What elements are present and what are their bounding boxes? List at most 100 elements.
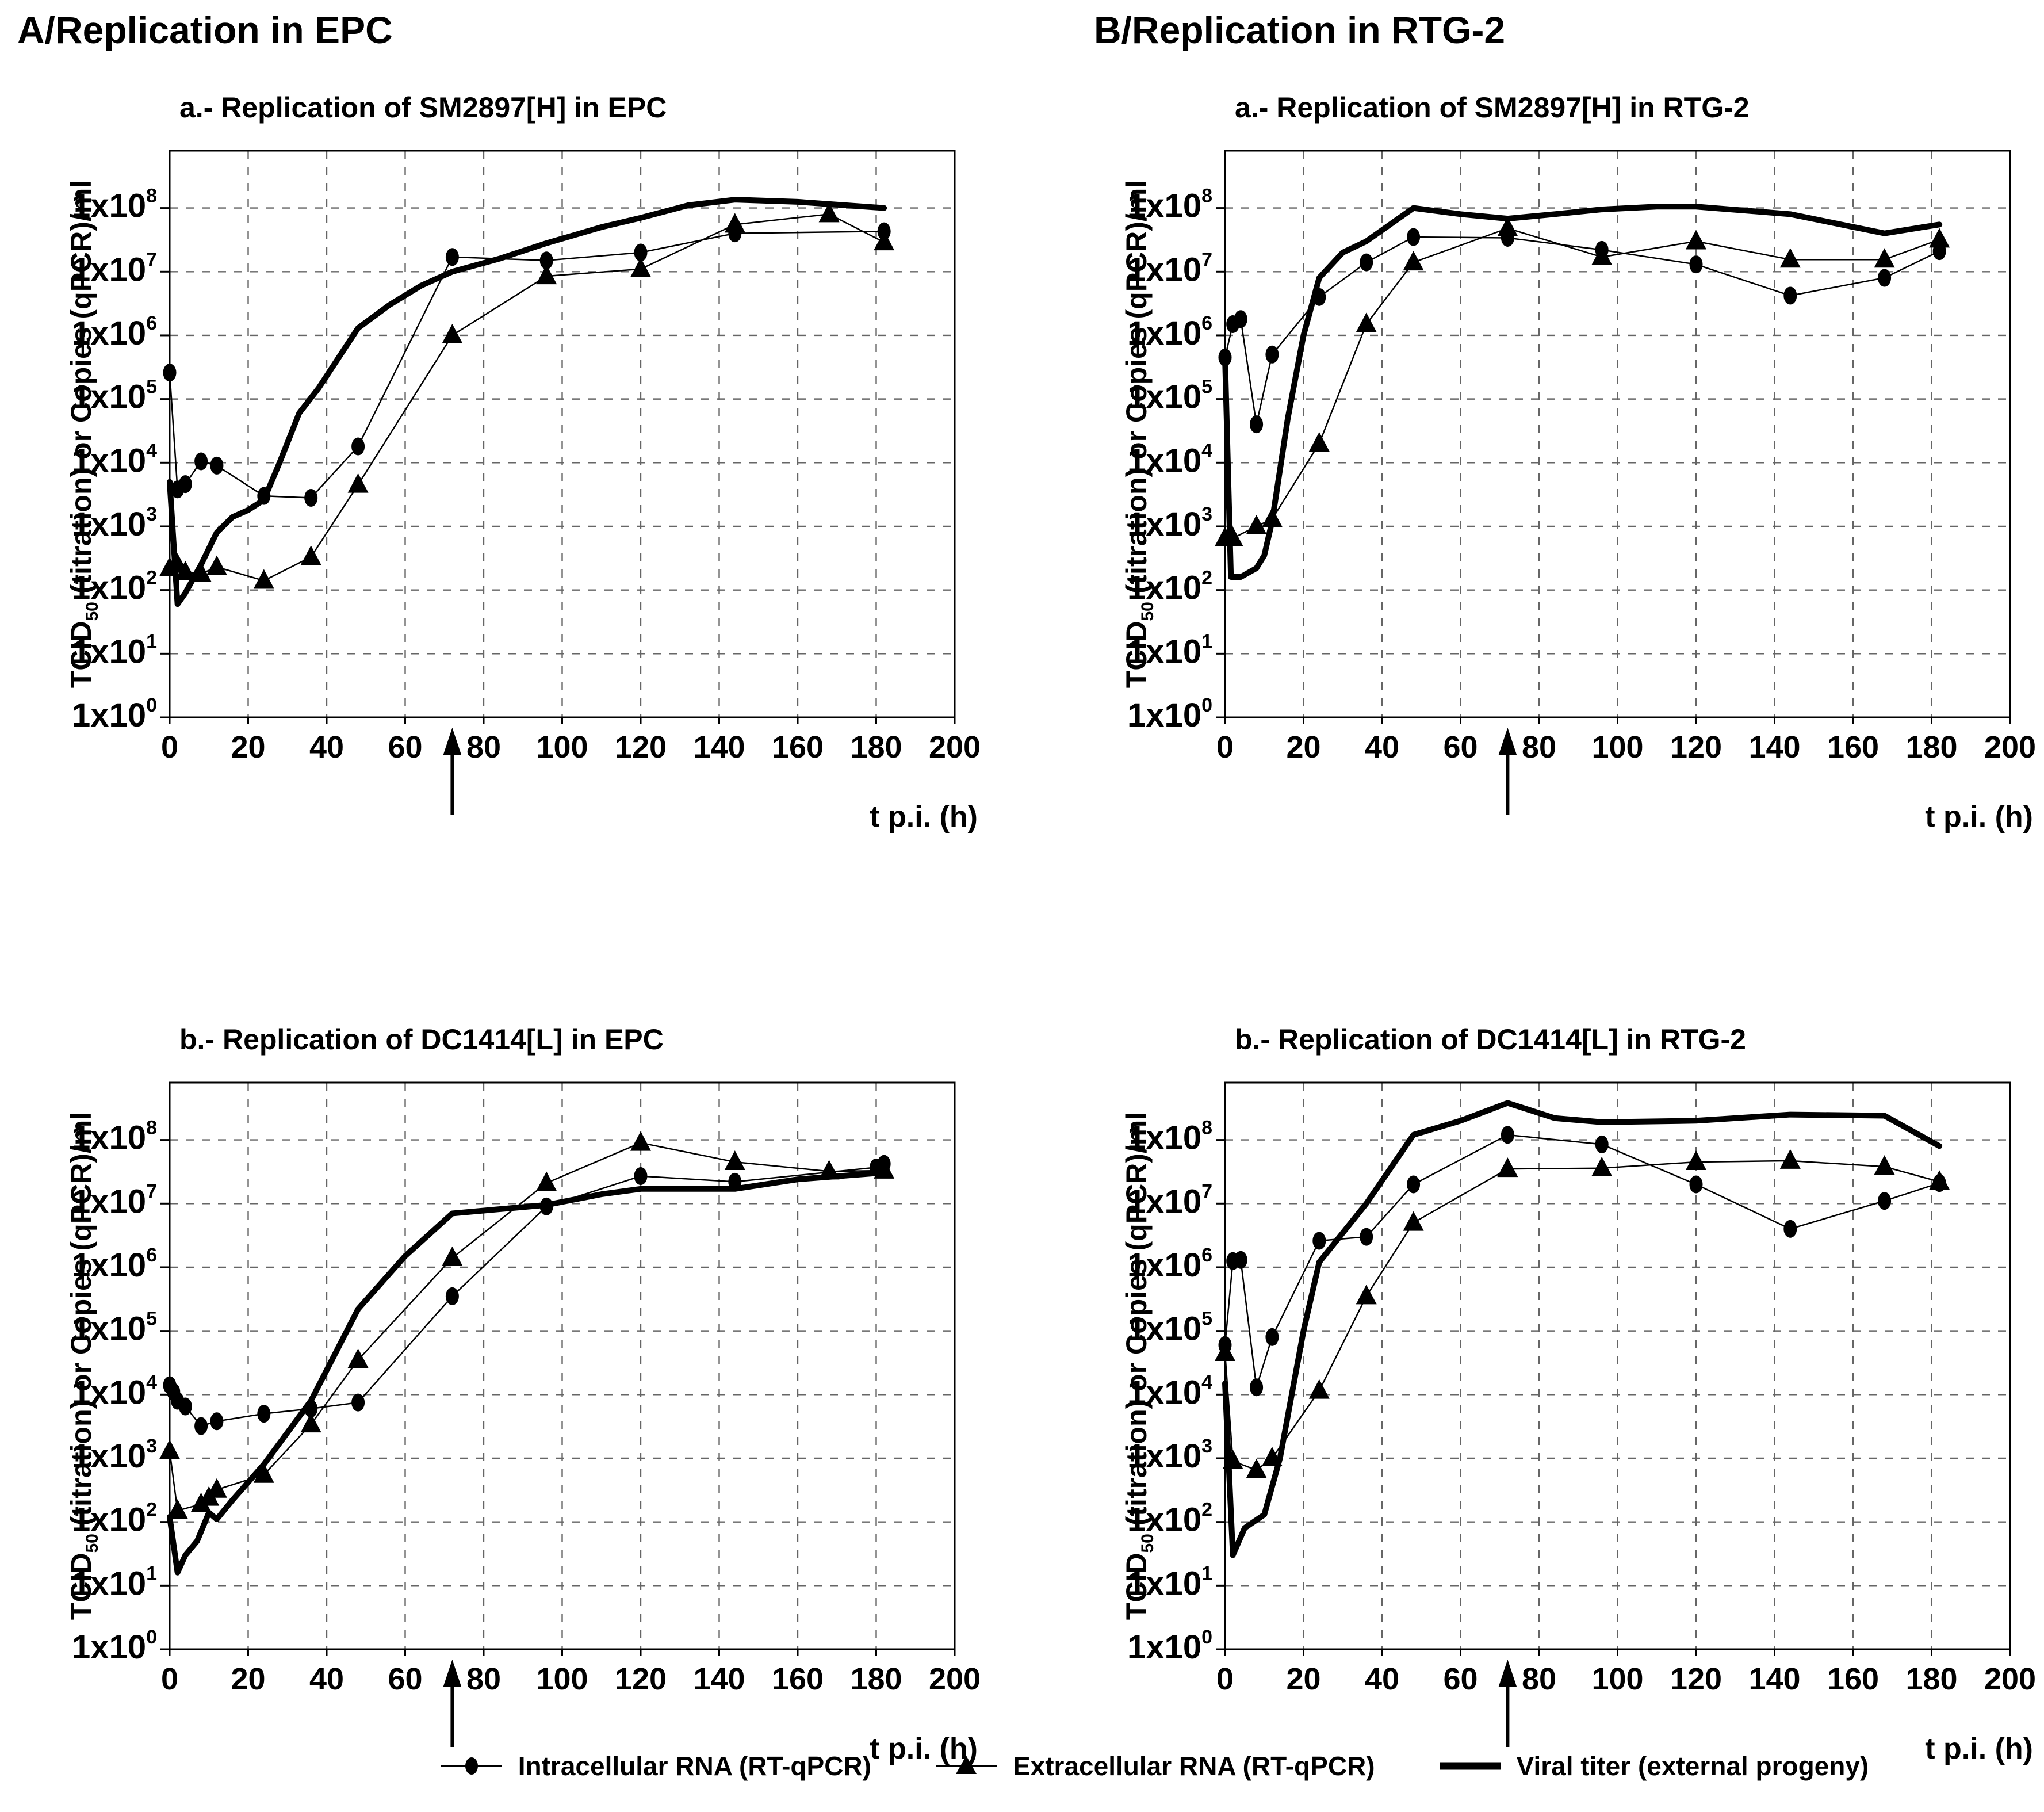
svg-text:120: 120 (1670, 1662, 1722, 1696)
svg-text:1x108: 1x108 (72, 1117, 157, 1157)
y-axis-title: TCID50 (titration) or Copies (qPCR)/ml (1120, 1112, 1157, 1620)
svg-text:200: 200 (1984, 730, 2036, 764)
svg-text:1x105: 1x105 (72, 376, 157, 416)
chart-canvas-sm2897-epc: 1x100 1x101 1x102 1x103 1x104 1x105 1x106 1x107… (65, 150, 981, 834)
svg-text:1x108: 1x108 (72, 185, 157, 225)
legend-label-intracellular: Intracellular RNA (RT-qPCR) (518, 1751, 871, 1781)
chart-title-sm2897-epc: a.- Replication of SM2897[H] in EPC (179, 91, 667, 124)
circle-marker-icon (441, 1757, 502, 1775)
series-extracellular-rna-rt-qpcr (1215, 1149, 1950, 1478)
svg-text:1x103: 1x103 (72, 503, 157, 543)
svg-text:1x105: 1x105 (72, 1308, 157, 1348)
svg-text:0: 0 (161, 730, 178, 764)
svg-text:TCID50 (titration) or Copies (: TCID50 (titration) or Copies (qPCR)/ml (65, 1112, 102, 1620)
svg-text:0: 0 (1216, 1662, 1234, 1696)
svg-text:t p.i. (h): t p.i. (h) (1925, 1732, 2033, 1765)
svg-text:1x108: 1x108 (1127, 1117, 1212, 1157)
svg-text:1x101: 1x101 (72, 630, 157, 670)
legend-label-extracellular: Extracellular RNA (RT-qPCR) (1012, 1751, 1375, 1781)
svg-text:1x102: 1x102 (72, 567, 157, 607)
svg-text:40: 40 (309, 730, 344, 764)
svg-text:120: 120 (1670, 730, 1722, 764)
svg-text:1x106: 1x106 (72, 1244, 157, 1284)
y-axis-title: TCID50 (titration) or Copies (qPCR)/ml (1120, 180, 1157, 688)
svg-text:180: 180 (850, 1662, 902, 1696)
series-viral-titer-external-progeny (167, 1170, 879, 1576)
series-extracellular-rna-rt-qpcr (1215, 216, 1950, 546)
svg-text:1x107: 1x107 (72, 1180, 157, 1220)
svg-text:140: 140 (693, 1662, 745, 1696)
svg-text:TCID50 (titration) or Copies (: TCID50 (titration) or Copies (qPCR)/ml (1120, 1112, 1157, 1620)
svg-text:200: 200 (929, 1662, 981, 1696)
svg-text:120: 120 (615, 1662, 667, 1696)
svg-text:80: 80 (466, 1662, 501, 1696)
grid (170, 1083, 955, 1649)
x-axis: 0 20 40 60 80 100 120 140 160 180 200 t p.i. (h) (161, 1649, 981, 1765)
svg-text:1x100: 1x100 (72, 694, 157, 734)
chart-canvas-dc1414-epc: 1x100 1x101 1x102 1x103 1x104 1x105 1x106 1x107… (65, 1081, 981, 1765)
series-viral-titer-external-progeny (167, 197, 887, 607)
series-extracellular-rna-rt-qpcr (159, 1131, 895, 1519)
svg-text:160: 160 (772, 1662, 824, 1696)
chart-block-dc1414-rtg2: b.- Replication of DC1414[L] in RTG-2 1x… (1113, 1018, 2044, 1812)
svg-text:140: 140 (1748, 1662, 1800, 1696)
svg-text:1x104: 1x104 (1127, 1371, 1212, 1411)
svg-text:0: 0 (1216, 730, 1234, 764)
svg-text:80: 80 (1522, 730, 1556, 764)
svg-text:80: 80 (466, 730, 501, 764)
y-axis-title: TCID50 (titration) or Copies (qPCR)/ml (65, 180, 102, 688)
svg-text:1x106: 1x106 (1127, 1244, 1212, 1284)
series-intracellular-rna-rt-qpcr (1218, 1126, 1946, 1397)
svg-text:20: 20 (1286, 1662, 1320, 1696)
y-axis: 1x100 1x101 1x102 1x103 1x104 1x105 1x106 1x107… (1127, 185, 1225, 734)
chart-title-dc1414-epc: b.- Replication of DC1414[L] in EPC (179, 1023, 664, 1056)
svg-text:80: 80 (1522, 1662, 1556, 1696)
svg-text:1x107: 1x107 (72, 249, 157, 288)
chart-title-sm2897-rtg2: a.- Replication of SM2897[H] in RTG-2 (1235, 91, 1750, 124)
svg-text:100: 100 (1591, 1662, 1643, 1696)
svg-text:100: 100 (536, 1662, 588, 1696)
series-extracellular-rna-rt-qpcr (159, 202, 895, 589)
section-title-epc: A/Replication in EPC (17, 9, 393, 51)
svg-text:40: 40 (1365, 1662, 1399, 1696)
svg-text:200: 200 (1984, 1662, 2036, 1696)
svg-text:t p.i. (h): t p.i. (h) (1925, 800, 2033, 834)
svg-text:160: 160 (1827, 1662, 1879, 1696)
svg-text:1x103: 1x103 (1127, 1435, 1212, 1475)
thick-line-icon (1439, 1762, 1501, 1770)
svg-text:120: 120 (615, 730, 667, 764)
svg-text:t p.i. (h): t p.i. (h) (870, 1732, 978, 1765)
series-intracellular-rna-rt-qpcr (1218, 228, 1946, 434)
svg-text:1x101: 1x101 (72, 1562, 157, 1602)
svg-text:100: 100 (1591, 730, 1643, 764)
svg-text:0: 0 (161, 1662, 178, 1696)
svg-text:140: 140 (1748, 730, 1800, 764)
svg-text:1x101: 1x101 (1127, 1562, 1212, 1602)
svg-text:1x107: 1x107 (1127, 249, 1212, 288)
time-arrow-icon (443, 728, 462, 815)
y-axis-title: TCID50 (titration) or Copies (qPCR)/ml (65, 1112, 102, 1620)
grid (170, 151, 955, 717)
svg-text:1x100: 1x100 (1127, 1626, 1212, 1666)
svg-text:1x103: 1x103 (72, 1435, 157, 1475)
svg-text:140: 140 (693, 730, 745, 764)
svg-text:1x105: 1x105 (1127, 376, 1212, 416)
svg-text:200: 200 (929, 730, 981, 764)
svg-text:60: 60 (1443, 1662, 1478, 1696)
grid (1225, 151, 2010, 717)
svg-text:40: 40 (1365, 730, 1399, 764)
series-viral-titer-external-progeny (1222, 1100, 1943, 1558)
svg-text:1x104: 1x104 (72, 439, 157, 479)
svg-text:160: 160 (772, 730, 824, 764)
legend: Intracellular RNA (RT-qPCR) Extracellula… (132, 1748, 2044, 1784)
svg-text:1x104: 1x104 (1127, 439, 1212, 479)
svg-text:60: 60 (1443, 730, 1478, 764)
chart-block-sm2897-epc: a.- Replication of SM2897[H] in EPC 1x10… (58, 86, 989, 966)
x-axis: 0 20 40 60 80 100 120 140 160 180 200 t p.i. (h) (1216, 1649, 2036, 1765)
svg-text:1x101: 1x101 (1127, 630, 1212, 670)
x-axis: 0 20 40 60 80 100 120 140 160 180 200 t p.i. (h) (1216, 717, 2036, 834)
x-axis: 0 20 40 60 80 100 120 140 160 180 200 t p.i. (h) (161, 717, 981, 834)
svg-text:180: 180 (1905, 1662, 1957, 1696)
series-viral-titer-external-progeny (1222, 204, 1943, 580)
